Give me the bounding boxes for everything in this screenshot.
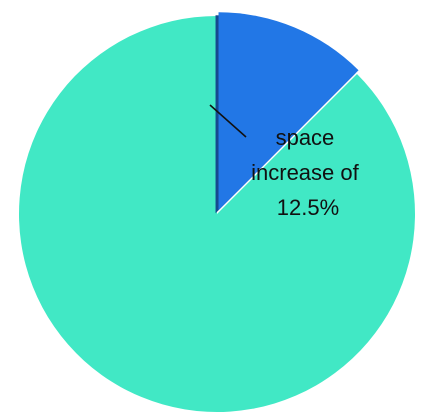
- pie-slice-highlight: [218, 12, 359, 211]
- pie-slice-main: [18, 16, 416, 413]
- annotation-line-3: 12.5%: [277, 195, 339, 220]
- annotation-leader-line: [209, 104, 247, 138]
- annotation-label: space increase of 12.5%: [251, 125, 365, 220]
- annotation-line-1: space: [276, 125, 335, 150]
- annotation-line-2: increase of: [251, 160, 360, 185]
- pie-slices: [18, 12, 416, 413]
